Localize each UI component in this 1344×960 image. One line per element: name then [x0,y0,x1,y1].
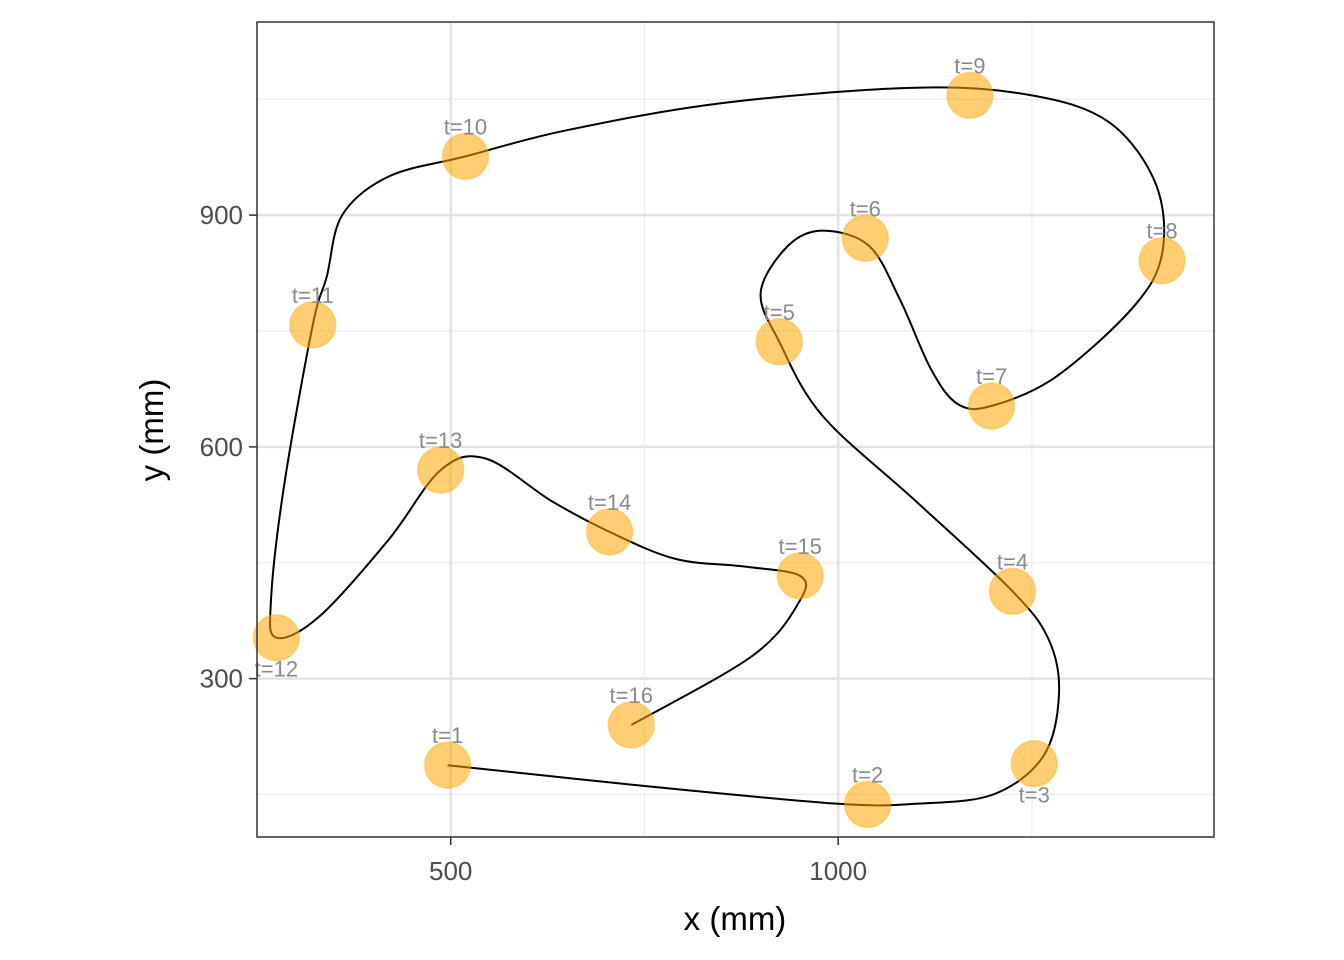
plot-panel-border [256,21,1215,838]
trajectory-path-layer [269,86,1166,807]
point-label-t5: t=5 [764,300,795,325]
point-label-t10: t=10 [444,114,487,139]
point-label-t15: t=15 [778,534,821,559]
x-tick-label-1000: 1000 [809,856,867,886]
point-label-t12: t=12 [255,657,298,682]
point-t2 [843,780,892,829]
y-tick-label-300: 300 [200,664,243,694]
x-axis-title: x (mm) [684,900,787,937]
point-label-t7: t=7 [976,364,1007,389]
point-t8 [1138,236,1186,285]
point-t13 [416,446,465,494]
y-axis-title: y (mm) [133,379,170,482]
y-tick-label-600: 600 [200,432,243,462]
point-label-t1: t=1 [432,723,463,748]
point-t4 [988,567,1037,616]
points-layer [252,71,1186,829]
point-t15 [776,552,824,600]
point-t1 [423,741,472,789]
point-t14 [585,508,634,556]
point-label-t13: t=13 [419,428,462,453]
point-t3 [1010,739,1058,788]
point-t5 [755,318,804,366]
point-label-t9: t=9 [954,53,985,78]
point-label-t4: t=4 [997,549,1028,574]
y-axis-ticks: 300 600 900 [200,200,257,694]
point-label-t11: t=11 [292,283,334,308]
point-label-t14: t=14 [588,490,631,515]
point-label-t6: t=6 [850,196,881,221]
point-label-t8: t=8 [1146,219,1177,244]
x-tick-label-500: 500 [429,856,472,886]
point-t7 [967,382,1016,430]
x-axis-ticks: 500 1000 [429,837,867,886]
point-t9 [946,71,994,120]
point-labels-layer: t=1 t=2 t=3 t=4 t=5 t=6 t=7 t=8 t=9 t=10 t=11 t=12 t… [255,53,1178,807]
point-label-t3: t=3 [1019,783,1050,808]
point-t16 [607,701,656,749]
point-t12 [252,613,301,662]
plot-panel [257,22,1214,837]
point-t6 [841,214,890,263]
point-label-t16: t=16 [610,683,653,708]
y-tick-label-900: 900 [200,200,243,230]
point-t10 [441,132,490,181]
trajectory-line [269,86,1166,807]
point-t11 [289,301,337,349]
point-label-t2: t=2 [852,763,883,788]
